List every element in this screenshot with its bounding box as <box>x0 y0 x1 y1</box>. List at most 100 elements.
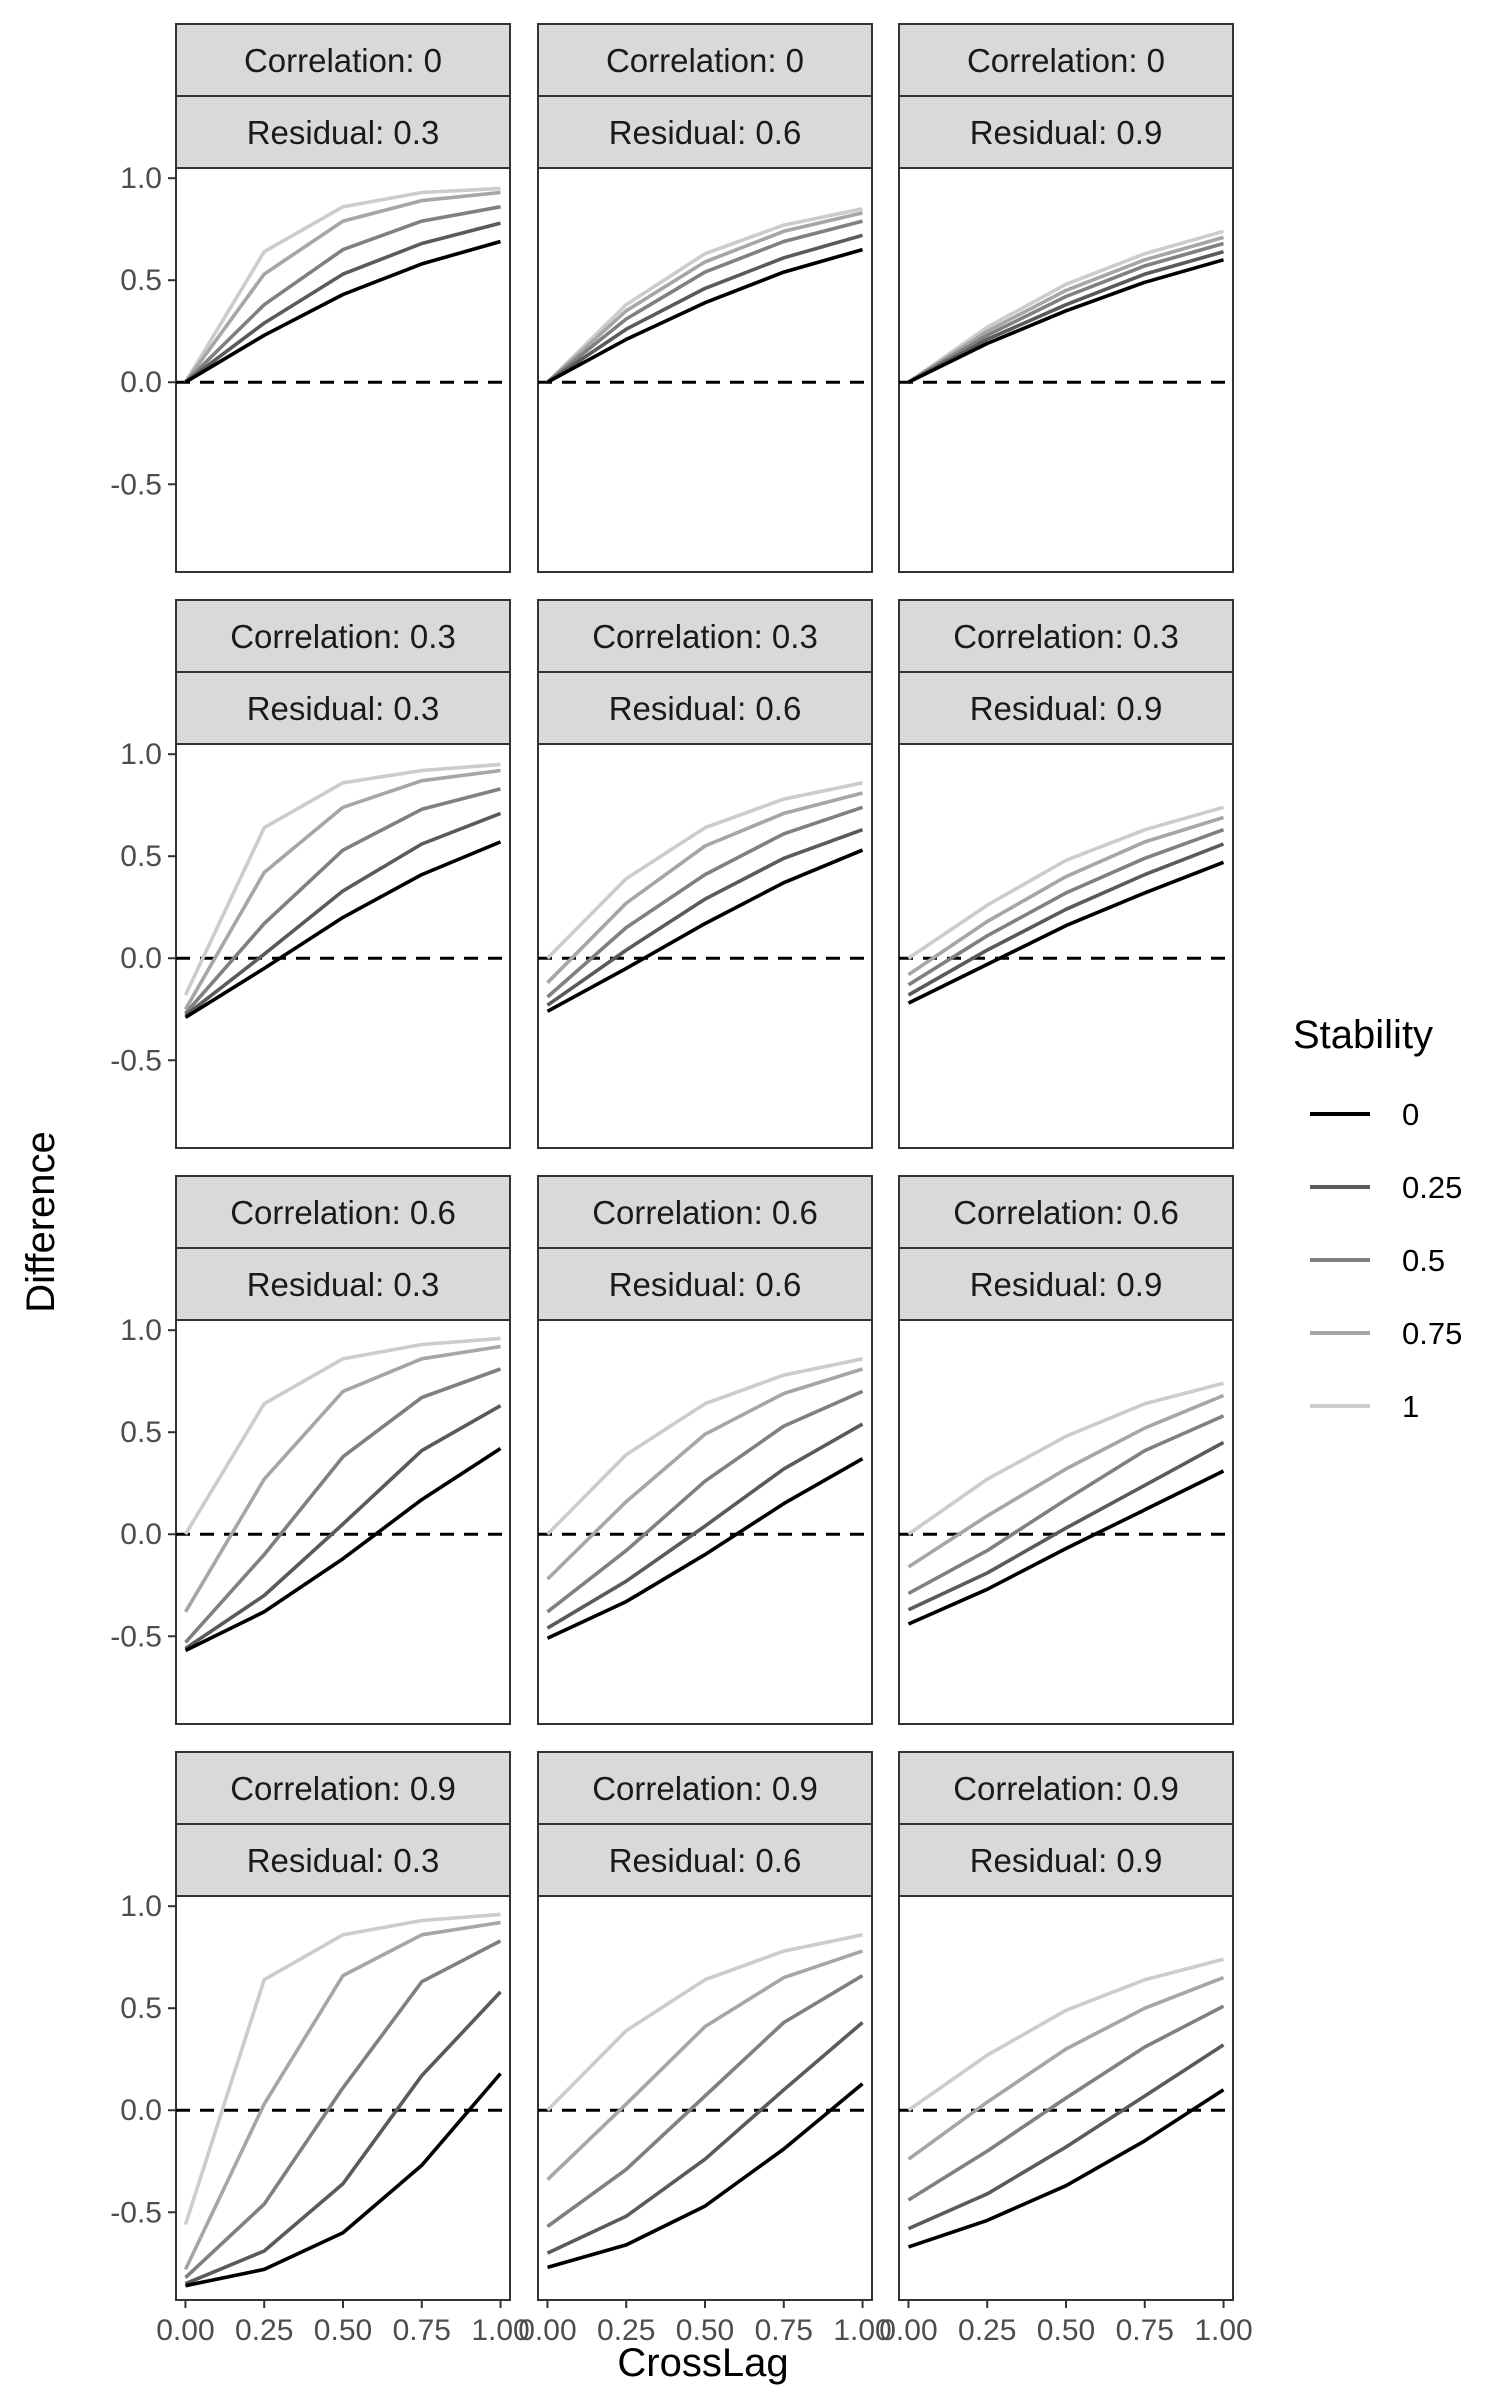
facet-strip-residual <box>898 1823 1234 1897</box>
facet-label-residual: Residual: 0.3 <box>247 1266 440 1303</box>
x-tick-label: 0.50 <box>1037 2314 1095 2347</box>
series-line-stability-0 <box>907 860 1225 1005</box>
series-line-stability-0_75 <box>546 1949 864 2181</box>
facet-panel: Correlation: 0.3 Residual: 0.9 <box>898 599 1234 1149</box>
plot-area <box>175 743 511 1149</box>
series-line-stability-0_25 <box>907 1440 1225 1612</box>
facet-panel: Correlation: 0 Residual: 0.6 <box>537 23 873 573</box>
plot-area <box>898 167 1234 573</box>
y-tick-label: 0.0 <box>120 366 162 399</box>
series-line-stability-0 <box>907 258 1224 384</box>
series-line-stability-0_75 <box>546 211 863 384</box>
facet-panel: Correlation: 0.9 Residual: 0.9 0.00 0.25 0.5… <box>879 1751 1253 2347</box>
plot-area <box>898 1319 1234 1725</box>
series-line-stability-0 <box>185 2072 502 2288</box>
x-tick-label: 0.00 <box>518 2314 576 2347</box>
series-line-stability-1 <box>546 207 863 384</box>
facet-label-residual: Residual: 0.6 <box>609 1842 802 1879</box>
series-line-stability-1 <box>546 781 863 960</box>
series-line-stability-0_25 <box>184 811 502 1017</box>
series-line-stability-0_25 <box>184 1990 502 2286</box>
facet-panel: Correlation: 0 Residual: 0.9 <box>898 23 1234 573</box>
facet-panel: Correlation: 0.3 Residual: 0.6 <box>537 599 873 1149</box>
series-line-stability-1 <box>183 1912 501 2226</box>
facet-panel: Correlation: 0 Residual: 0.3 1.0 0.5 0.0 -0.5 <box>110 23 511 573</box>
legend-label: 0.75 <box>1402 1316 1462 1351</box>
facet-label-correlation: Correlation: 0.3 <box>953 618 1179 655</box>
x-tick-label: 0.50 <box>676 2314 734 2347</box>
series-line-stability-0 <box>184 239 501 384</box>
series-line-stability-0 <box>546 1457 864 1640</box>
series-line-stability-0_5 <box>184 205 501 384</box>
series-line-stability-0_75 <box>183 1344 501 1613</box>
facet-label-correlation: Correlation: 0.9 <box>953 1770 1179 1807</box>
plot-area <box>537 1319 873 1725</box>
series-line-stability-0_25 <box>546 1422 864 1630</box>
y-tick-label: 0.0 <box>120 1518 162 1551</box>
y-tick-label: 0.5 <box>120 1992 162 2025</box>
series-line-stability-0_75 <box>183 1920 501 2271</box>
series-line-stability-0_75 <box>184 190 501 384</box>
y-tick-label: 1.0 <box>120 1314 162 1347</box>
y-tick-label: 1.0 <box>120 1890 162 1923</box>
series-line-stability-0 <box>547 2082 864 2270</box>
series-line-stability-0_25 <box>184 221 501 384</box>
series-line-stability-0 <box>907 2088 1225 2249</box>
facet-label-correlation: Correlation: 0 <box>967 42 1165 79</box>
series-line-stability-0_25 <box>907 249 1224 384</box>
series-line-stability-0_25 <box>546 828 864 1007</box>
facet-strip-correlation <box>537 23 873 97</box>
panels: Correlation: 0 Residual: 0.3 1.0 0.5 0.0 -0.5… <box>110 23 1253 2347</box>
series-line-stability-0_75 <box>546 1367 864 1581</box>
series-line-stability-1 <box>546 1933 863 2112</box>
y-tick-label: -0.5 <box>110 468 162 501</box>
facet-label-correlation: Correlation: 0 <box>606 42 804 79</box>
x-tick-label: 1.00 <box>833 2314 891 2347</box>
facet-label-correlation: Correlation: 0.9 <box>230 1770 456 1807</box>
facet-strip-correlation <box>175 599 511 673</box>
facet-strip-residual <box>537 95 873 169</box>
x-tick-label: 0.50 <box>314 2314 372 2347</box>
y-tick-label: 0.0 <box>120 2094 162 2127</box>
facet-strip-residual <box>175 1247 511 1321</box>
x-tick-label: 0.75 <box>755 2314 813 2347</box>
legend-label: 1 <box>1402 1389 1419 1424</box>
facet-panel: Correlation: 0.6 Residual: 0.3 1.0 0.5 0.0 -0… <box>110 1175 511 1725</box>
y-tick-label: 0.0 <box>120 942 162 975</box>
y-axis-title: Difference <box>19 1131 63 1313</box>
x-tick-label: 0.75 <box>1116 2314 1174 2347</box>
series-line-stability-0_25 <box>546 2021 864 2255</box>
series-line-stability-1 <box>907 1381 1224 1536</box>
facet-label-residual: Residual: 0.3 <box>247 1842 440 1879</box>
facet-strip-residual <box>175 1823 511 1897</box>
facet-label-residual: Residual: 0.9 <box>970 1266 1163 1303</box>
y-tick-label: 0.5 <box>120 1416 162 1449</box>
facet-strip-correlation <box>898 23 1234 97</box>
series-line-stability-0 <box>184 1446 502 1653</box>
facet-panel: Correlation: 0.6 Residual: 0.9 <box>898 1175 1234 1725</box>
x-tick-label: 0.00 <box>879 2314 937 2347</box>
y-tick-label: 0.5 <box>120 840 162 873</box>
facet-strip-correlation <box>175 1175 511 1249</box>
facet-strip-residual <box>898 671 1234 745</box>
facet-panel: Correlation: 0.9 Residual: 0.3 1.0 0.5 0.0 -0… <box>110 1751 530 2347</box>
facet-label-correlation: Correlation: 0.6 <box>953 1194 1179 1231</box>
facet-label-residual: Residual: 0.6 <box>609 114 802 151</box>
facet-label-correlation: Correlation: 0.6 <box>592 1194 818 1231</box>
y-tick-label: 0.5 <box>120 264 162 297</box>
series-line-stability-1 <box>183 762 501 996</box>
x-tick-label: 1.00 <box>471 2314 529 2347</box>
plot-area <box>537 167 873 573</box>
series-line-stability-1 <box>183 186 501 384</box>
facet-strip-correlation <box>898 1175 1234 1249</box>
y-tick-label: -0.5 <box>110 2196 162 2229</box>
legend-items: 0 0.25 0.5 0.75 1 <box>1310 1097 1462 1424</box>
facet-label-residual: Residual: 0.9 <box>970 690 1163 727</box>
x-tick-label: 0.25 <box>235 2314 293 2347</box>
series-line-stability-0_75 <box>907 1393 1225 1569</box>
x-tick-label: 0.75 <box>393 2314 451 2347</box>
facet-label-residual: Residual: 0.9 <box>970 114 1163 151</box>
y-tick-label: -0.5 <box>110 1620 162 1653</box>
facet-label-residual: Residual: 0.3 <box>247 114 440 151</box>
